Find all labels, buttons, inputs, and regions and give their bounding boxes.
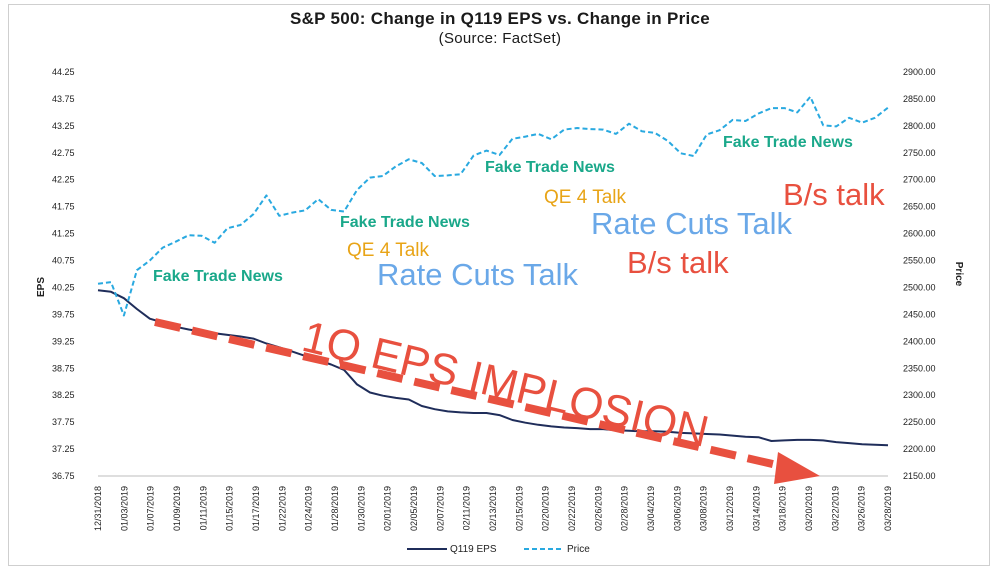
x-tick-label: 03/08/2019 (699, 486, 709, 531)
x-tick-label: 03/26/2019 (857, 486, 867, 531)
x-tick-label: 02/15/2019 (514, 486, 524, 531)
x-tick-label: 01/07/2019 (146, 486, 156, 531)
x-tick-label: 02/20/2019 (541, 486, 551, 531)
x-tick-label: 02/28/2019 (620, 486, 630, 531)
x-tick-label: 03/12/2019 (725, 486, 735, 531)
annotation-1q-eps-implosion: 1Q EPS IMPLOSION (298, 312, 714, 457)
legend-label-eps: Q119 EPS (450, 544, 497, 555)
y-right-tick-label: 2900.00 (903, 67, 936, 77)
y-right-tick-label: 2550.00 (903, 256, 936, 266)
y-left-tick-label: 40.75 (52, 256, 75, 266)
x-tick-label: 02/05/2019 (409, 486, 419, 531)
x-tick-label: 03/18/2019 (778, 486, 788, 531)
y-right-tick-label: 2700.00 (903, 175, 936, 185)
price-series-line (97, 95, 889, 317)
annotation-bs-talk-2: B/s talk (783, 177, 885, 212)
annotation-fake-trade-news-1: Fake Trade News (153, 268, 283, 285)
x-tick-label: 03/04/2019 (646, 486, 656, 531)
annotation-rate-cuts-talk-2: Rate Cuts Talk (591, 206, 793, 241)
x-tick-label: 03/20/2019 (804, 486, 814, 531)
y-left-tick-label: 39.75 (52, 309, 75, 319)
x-tick-label: 02/01/2019 (383, 486, 393, 531)
x-tick-label: 02/26/2019 (593, 486, 603, 531)
x-tick-label: 01/30/2019 (356, 486, 366, 531)
y-right-tick-label: 2600.00 (903, 229, 936, 239)
x-tick-label: 01/15/2019 (225, 486, 235, 531)
y-right-tick-label: 2800.00 (903, 121, 936, 131)
x-tick-label: 01/17/2019 (251, 486, 261, 531)
y-right-tick-label: 2650.00 (903, 202, 936, 212)
x-tick-label: 03/14/2019 (751, 486, 761, 531)
x-tick-label: 12/31/2018 (93, 486, 103, 531)
x-tick-label: 02/13/2019 (488, 486, 498, 531)
annotation-qe4-talk-2: QE 4 Talk (544, 187, 627, 208)
x-tick-label: 03/22/2019 (830, 486, 840, 531)
y-left-tick-label: 42.75 (52, 148, 75, 158)
annotation-rate-cuts-talk-1: Rate Cuts Talk (377, 257, 579, 292)
y-left-tick-label: 44.25 (52, 67, 75, 77)
y-right-tick-label: 2150.00 (903, 471, 936, 481)
y-right-axis-label: Price (953, 262, 964, 287)
y-right-tick-label: 2250.00 (903, 417, 936, 427)
annotation-fake-trade-news-3: Fake Trade News (485, 159, 615, 176)
implosion-arrow-line (154, 318, 791, 472)
y-left-tick-label: 40.25 (52, 282, 75, 292)
y-left-tick-label: 43.75 (52, 94, 75, 104)
x-tick-label: 01/11/2019 (198, 486, 208, 530)
y-right-tick-label: 2200.00 (903, 444, 936, 454)
y-left-tick-label: 36.75 (52, 471, 75, 481)
y-right-tick-label: 2350.00 (903, 363, 936, 373)
y-left-tick-label: 37.25 (52, 444, 75, 454)
x-tick-label: 03/28/2019 (883, 486, 893, 531)
chart-title: S&P 500: Change in Q119 EPS vs. Change i… (289, 9, 711, 28)
x-tick-label: 02/22/2019 (567, 486, 577, 531)
x-tick-label: 01/09/2019 (172, 486, 182, 531)
y-right-tick-label: 2500.00 (903, 282, 936, 292)
y-left-tick-label: 39.25 (52, 336, 75, 346)
annotation-fake-trade-news-4: Fake Trade News (723, 134, 853, 151)
x-tick-label: 02/11/2019 (462, 486, 472, 530)
legend-label-price: Price (567, 544, 590, 555)
y-right-tick-label: 2400.00 (903, 336, 936, 346)
x-tick-label: 01/24/2019 (304, 486, 314, 531)
y-left-tick-label: 38.75 (52, 363, 75, 373)
x-tick-label: 01/22/2019 (277, 486, 287, 531)
y-right-tick-label: 2450.00 (903, 309, 936, 319)
y-left-tick-label: 41.25 (52, 229, 75, 239)
y-right-tick-label: 2850.00 (903, 94, 936, 104)
y-right-tick-label: 2750.00 (903, 148, 936, 158)
y-right-tick-label: 2300.00 (903, 390, 936, 400)
x-tick-label: 02/07/2019 (435, 486, 445, 531)
annotation-bs-talk-1: B/s talk (627, 245, 729, 280)
y-left-axis-label: EPS (36, 277, 47, 297)
chart-subtitle: (Source: FactSet) (438, 30, 562, 47)
y-left-tick-label: 42.25 (52, 175, 75, 185)
x-tick-label: 01/03/2019 (119, 486, 129, 531)
annotation-qe4-talk-1: QE 4 Talk (347, 240, 430, 261)
annotation-fake-trade-news-2: Fake Trade News (340, 214, 470, 231)
y-left-tick-label: 43.25 (52, 121, 75, 131)
y-left-tick-label: 38.25 (52, 390, 75, 400)
y-left-tick-label: 41.75 (52, 202, 75, 212)
y-left-tick-label: 37.75 (52, 417, 75, 427)
implosion-arrow-head (774, 452, 820, 484)
chart-frame (8, 4, 990, 566)
x-tick-label: 01/28/2019 (330, 486, 340, 531)
x-tick-label: 03/06/2019 (672, 486, 682, 531)
eps-series-line (97, 289, 889, 447)
